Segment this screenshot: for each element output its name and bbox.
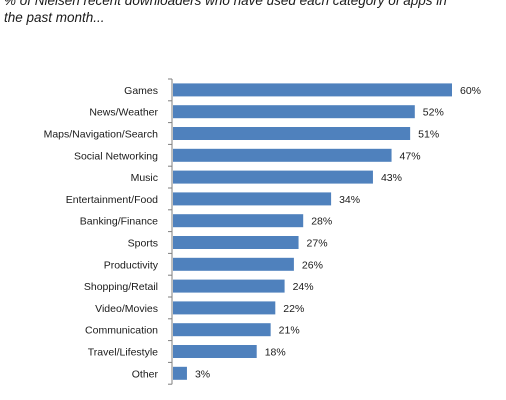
value-label: 43% (381, 172, 402, 184)
bar (173, 301, 276, 315)
category-label: Video/Movies (95, 303, 158, 315)
bar (173, 127, 411, 140)
bar (173, 366, 187, 380)
value-label: 22% (283, 303, 304, 315)
chart-title: % of Nielsen recent downloaders who have… (4, 0, 500, 26)
bar (173, 148, 392, 162)
chart-title-line-1: % of Nielsen recent downloaders who have… (4, 0, 447, 8)
category-label: Maps/Navigation/Search (44, 129, 159, 141)
bar (173, 323, 271, 337)
value-label: 47% (400, 150, 421, 162)
category-label: Travel/Lifestyle (88, 347, 158, 359)
value-label: 21% (279, 325, 300, 337)
value-label: 24% (293, 281, 314, 293)
category-label: Music (131, 172, 158, 184)
category-label: Communication (85, 325, 158, 337)
bar (173, 236, 299, 249)
bar (173, 170, 373, 184)
value-label: 3% (195, 368, 210, 380)
bar (173, 345, 257, 358)
bar (173, 214, 304, 228)
bar (173, 83, 452, 97)
value-label: 27% (307, 238, 328, 250)
category-label: Other (132, 368, 159, 380)
value-label: 52% (423, 107, 444, 119)
value-label: 18% (265, 347, 286, 359)
category-label: Banking/Finance (80, 216, 158, 228)
bar (173, 257, 294, 271)
category-label: Productivity (104, 259, 159, 271)
value-label: 60% (460, 85, 481, 97)
value-label: 26% (302, 259, 323, 271)
category-label: News/Weather (89, 107, 158, 119)
category-label: Entertainment/Food (66, 194, 158, 206)
bar (173, 105, 415, 119)
category-label: Shopping/Retail (84, 281, 158, 293)
value-label: 28% (311, 216, 332, 228)
value-label: 51% (418, 129, 439, 141)
category-label: Social Networking (74, 150, 158, 162)
value-label: 34% (339, 194, 360, 206)
category-label: Games (124, 85, 158, 97)
bar (173, 279, 285, 293)
chart-title-line-2: the past month... (4, 10, 105, 25)
bar (173, 192, 332, 206)
category-label: Sports (128, 238, 158, 250)
